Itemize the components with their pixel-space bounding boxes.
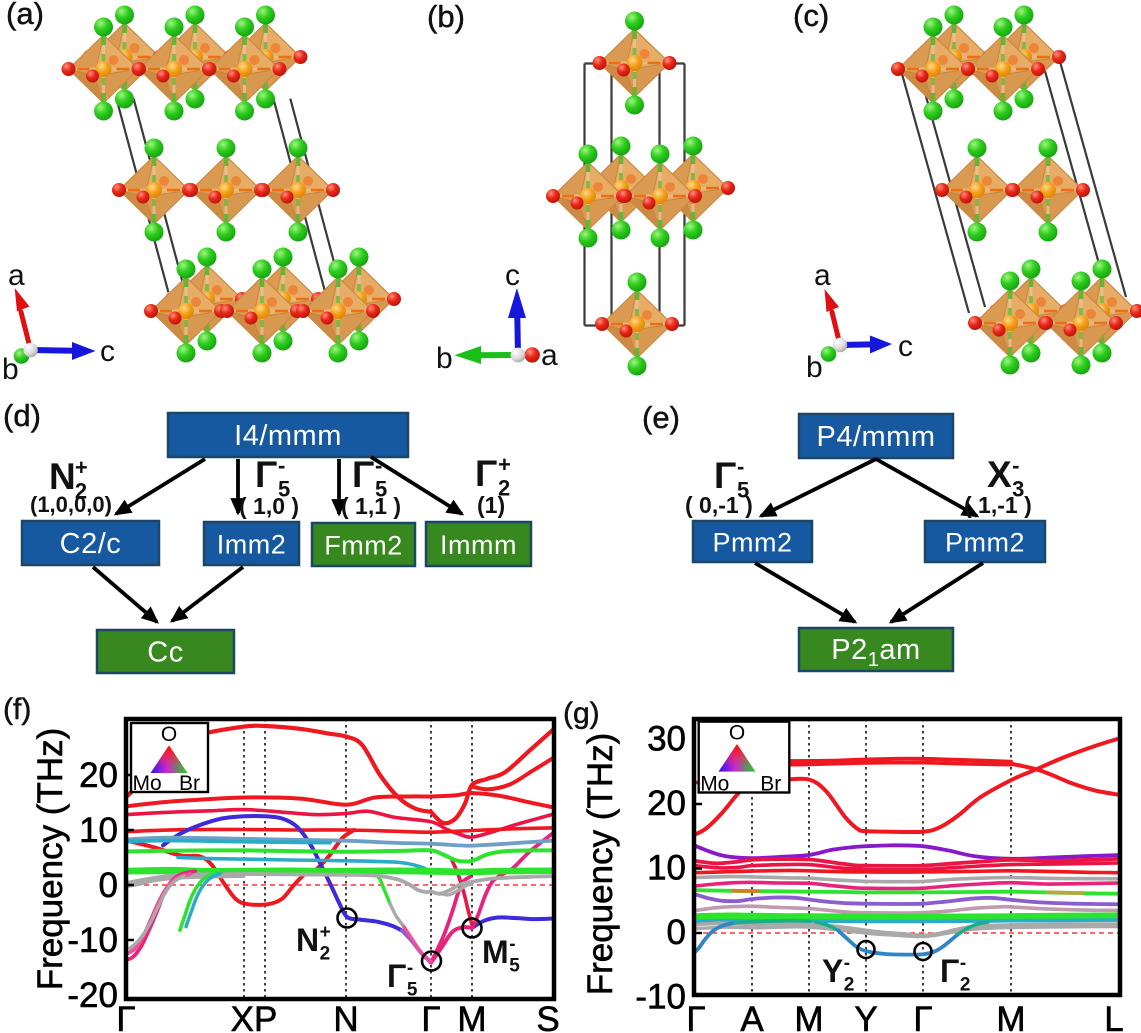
svg-text:-: - [960, 953, 966, 974]
svg-text:N: N [296, 922, 319, 958]
svg-text:Fmm2: Fmm2 [324, 531, 403, 561]
svg-text:L: L [1104, 1000, 1123, 1033]
svg-text:-: - [737, 454, 744, 479]
svg-text:Pmm2: Pmm2 [712, 528, 792, 558]
svg-text:c: c [898, 330, 913, 363]
svg-text:( 1,1 ): ( 1,1 ) [341, 493, 401, 519]
svg-text:-10: -10 [67, 921, 118, 960]
svg-text:( 1,-1 ): ( 1,-1 ) [964, 492, 1032, 518]
svg-text:Γ: Γ [421, 1000, 440, 1033]
svg-text:M: M [996, 1000, 1025, 1033]
svg-text:M: M [457, 1000, 486, 1033]
svg-text:Γ: Γ [352, 454, 374, 495]
svg-text:Immm: Immm [440, 530, 517, 560]
svg-text:2: 2 [960, 974, 971, 995]
svg-text:S: S [536, 1000, 559, 1033]
svg-text:Pmm2: Pmm2 [945, 528, 1025, 558]
svg-text:( 0,-1 ): ( 0,-1 ) [685, 492, 753, 518]
svg-text:+: + [498, 452, 511, 477]
svg-text:Y: Y [822, 953, 843, 989]
svg-text:Mo: Mo [700, 773, 729, 796]
svg-text:-: - [278, 453, 285, 478]
svg-text:(1,0,0,0): (1,0,0,0) [30, 492, 112, 517]
svg-text:-: - [407, 958, 413, 979]
svg-text:2: 2 [844, 974, 855, 995]
svg-text:Γ: Γ [387, 958, 406, 994]
svg-text:-: - [1012, 453, 1019, 478]
svg-text:30: 30 [647, 720, 686, 759]
svg-text:5: 5 [278, 477, 290, 502]
svg-text:M: M [794, 1000, 823, 1033]
svg-text:P4/mmm: P4/mmm [817, 421, 936, 453]
svg-text:a: a [8, 259, 25, 292]
svg-text:5: 5 [407, 979, 418, 1000]
svg-text:+: + [75, 455, 88, 480]
svg-text:+: + [320, 922, 331, 943]
svg-text:-20: -20 [67, 976, 118, 1015]
svg-text:Br: Br [179, 772, 200, 795]
svg-text:I4/mmm: I4/mmm [234, 420, 342, 452]
svg-text:XP: XP [231, 1000, 278, 1033]
svg-text:10: 10 [647, 849, 686, 888]
svg-text:Y: Y [854, 1000, 877, 1033]
svg-text:2: 2 [75, 479, 87, 504]
svg-text:c: c [505, 259, 520, 292]
svg-text:X: X [987, 454, 1012, 495]
svg-text:-: - [509, 934, 515, 955]
svg-text:A: A [740, 1000, 764, 1033]
svg-text:N: N [333, 1000, 358, 1033]
svg-text:N: N [49, 456, 76, 497]
svg-text:Mo: Mo [133, 772, 162, 795]
svg-text:Γ: Γ [116, 1000, 135, 1033]
svg-text:C2/c: C2/c [60, 528, 122, 560]
svg-text:b: b [806, 351, 823, 384]
svg-text:M: M [482, 934, 509, 970]
svg-text:a: a [541, 339, 558, 372]
svg-text:2: 2 [498, 476, 510, 501]
svg-text:5: 5 [737, 478, 749, 503]
svg-text:5: 5 [509, 955, 520, 976]
svg-text:Frequency (THz): Frequency (THz) [581, 733, 620, 996]
svg-text:Γ: Γ [686, 1000, 705, 1033]
svg-text:0: 0 [667, 913, 686, 952]
svg-text:-: - [375, 453, 382, 478]
svg-text:c: c [100, 335, 115, 368]
svg-text:Br: Br [760, 773, 781, 796]
svg-text:Γ: Γ [913, 1000, 932, 1033]
svg-text:Frequency (THz): Frequency (THz) [31, 728, 70, 991]
svg-text:O: O [161, 723, 177, 746]
svg-text:-: - [844, 953, 850, 974]
svg-text:Imm2: Imm2 [217, 530, 287, 560]
svg-text:Γ: Γ [940, 953, 959, 989]
svg-text:3: 3 [1012, 477, 1024, 502]
svg-text:Γ: Γ [475, 453, 497, 494]
svg-text:(1): (1) [477, 492, 505, 518]
svg-text:20: 20 [79, 756, 118, 795]
svg-text:-10: -10 [635, 978, 686, 1017]
svg-text:b: b [436, 342, 453, 375]
svg-text:( 1,0 ): ( 1,0 ) [239, 493, 299, 519]
svg-text:a: a [814, 259, 831, 292]
svg-text:2: 2 [320, 943, 331, 964]
svg-text:Cc: Cc [147, 637, 183, 669]
svg-text:O: O [729, 722, 745, 745]
svg-text:20: 20 [647, 784, 686, 823]
svg-text:10: 10 [79, 811, 118, 850]
svg-text:5: 5 [375, 477, 387, 502]
svg-text:b: b [2, 353, 19, 386]
svg-text:Γ: Γ [255, 454, 277, 495]
svg-text:Γ: Γ [714, 455, 736, 496]
svg-text:0: 0 [99, 866, 118, 905]
